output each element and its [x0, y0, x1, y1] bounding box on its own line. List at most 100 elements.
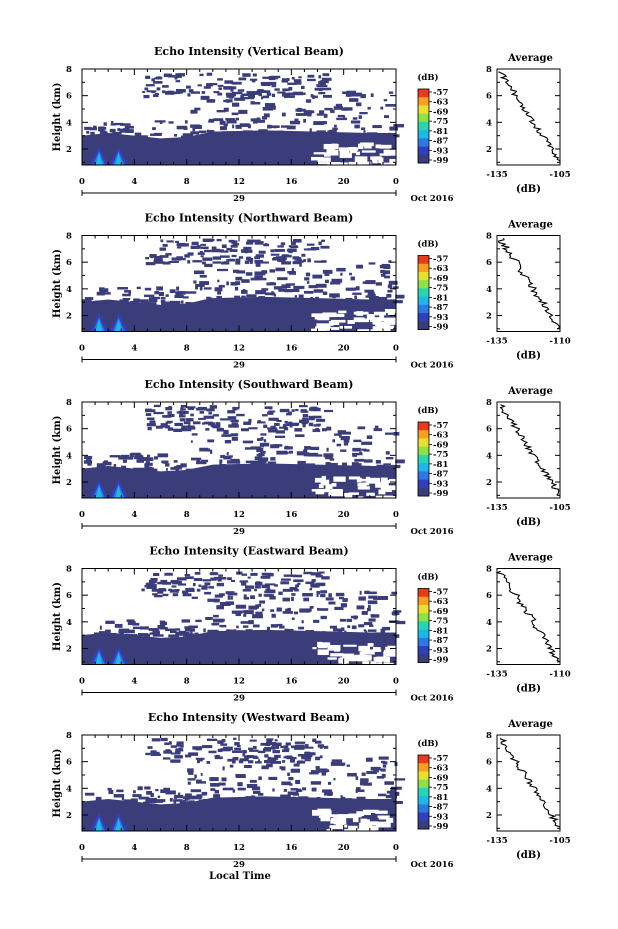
- echo-cell: [290, 759, 296, 763]
- echo-cell: [295, 113, 307, 116]
- echo-cell: [352, 453, 358, 457]
- colorbar-tick-label: -93: [433, 146, 448, 156]
- echo-cell: [221, 131, 229, 135]
- echo-cell: [181, 300, 184, 304]
- echo-cell-upper: [214, 756, 223, 760]
- echo-cell-upper: [211, 246, 217, 250]
- echo-cell: [195, 619, 202, 623]
- echo-cell: [388, 91, 394, 94]
- echo-cell: [235, 612, 241, 617]
- echo-cell: [134, 454, 143, 457]
- echo-cell-upper: [268, 81, 277, 86]
- echo-cell: [217, 268, 229, 272]
- y-tick-label: 6: [66, 758, 72, 768]
- echo-cell-upper: [172, 593, 179, 597]
- echo-cell-upper: [264, 406, 273, 409]
- echo-cell-upper: [208, 750, 217, 754]
- echo-cell-upper: [155, 261, 166, 264]
- echo-cell-upper: [217, 748, 223, 753]
- echo-gap: [375, 495, 387, 499]
- echo-cell-upper: [170, 759, 181, 763]
- colorbar-tick-label: -87: [433, 470, 448, 480]
- echo-cell-upper: [281, 79, 289, 83]
- profile-title: Average: [507, 220, 553, 231]
- echo-cell: [216, 295, 222, 299]
- echo-cell-upper: [235, 261, 241, 265]
- echo-cell: [196, 461, 207, 465]
- echo-cell: [148, 628, 159, 631]
- echo-cell: [380, 768, 386, 772]
- echo-cell: [324, 799, 330, 802]
- echo-cell-upper: [258, 93, 263, 97]
- echo-cell: [115, 135, 125, 138]
- echo-cell-upper: [270, 760, 282, 764]
- echo-cell: [230, 458, 240, 462]
- echo-cell: [310, 770, 321, 773]
- profile-x-tick-label: -135: [486, 670, 507, 680]
- echo-cell: [281, 634, 287, 639]
- echo-cell: [304, 277, 310, 281]
- echo-cell: [315, 427, 320, 432]
- echo-cell: [171, 467, 182, 470]
- echo-cell: [198, 799, 203, 804]
- echo-cell: [281, 284, 291, 289]
- echo-cell: [273, 286, 283, 290]
- echo-gap: [338, 817, 346, 823]
- echo-cell-upper: [145, 413, 152, 417]
- echo-cell-upper: [248, 418, 252, 423]
- profile-x-tick-label: -110: [549, 337, 570, 347]
- echo-cell: [242, 288, 246, 293]
- echo-cell: [337, 631, 341, 636]
- echo-cell-upper: [187, 407, 195, 411]
- echo-cell-upper: [181, 425, 187, 429]
- echo-cell-upper: [267, 427, 278, 430]
- echo-cell-upper: [247, 239, 255, 243]
- echo-cell-upper: [198, 584, 202, 587]
- colorbar-label: (dB): [417, 239, 438, 250]
- echo-cell: [168, 121, 174, 124]
- echo-cell-upper: [174, 76, 178, 80]
- colorbar-swatch: [418, 596, 429, 606]
- echo-cell-upper: [197, 84, 202, 87]
- echo-cell: [90, 131, 95, 136]
- echo-gap: [356, 329, 371, 336]
- echo-cell: [383, 99, 388, 102]
- echo-cell-upper: [201, 586, 208, 590]
- echo-cell: [220, 132, 228, 137]
- echo-cell: [213, 794, 221, 798]
- echo-cell-upper: [282, 424, 287, 428]
- echo-cell: [251, 786, 261, 791]
- echo-cell: [355, 468, 363, 473]
- echo-cell-upper: [162, 261, 171, 265]
- echo-gap: [339, 325, 353, 329]
- echo-cell: [298, 626, 304, 630]
- echo-cell: [358, 624, 365, 628]
- echo-cell-upper: [304, 754, 313, 757]
- echo-cell: [193, 468, 201, 472]
- echo-cell: [211, 622, 220, 626]
- echo-gap: [326, 146, 334, 153]
- echo-cell-upper: [185, 425, 195, 428]
- echo-cell-upper: [208, 738, 218, 742]
- echo-cell: [232, 91, 243, 95]
- echo-cell-upper: [265, 588, 271, 591]
- profile-x-tick-label: -105: [549, 170, 570, 180]
- echo-gap: [317, 157, 331, 162]
- echo-cell: [113, 632, 117, 637]
- echo-cell-upper: [174, 755, 183, 759]
- echo-cell: [302, 298, 313, 302]
- x-tick-label: 4: [131, 843, 137, 853]
- echo-cell: [335, 103, 343, 108]
- echo-cell: [346, 618, 353, 622]
- echo-cell: [229, 634, 240, 638]
- echo-gap: [323, 154, 331, 157]
- y-axis-label: Height (km): [52, 582, 63, 651]
- echo-cell-upper: [179, 418, 186, 422]
- echo-cell-upper: [153, 404, 161, 408]
- echo-cell: [277, 798, 285, 802]
- echo-cell: [235, 124, 242, 129]
- echo-cell-upper: [180, 407, 184, 411]
- echo-cell: [206, 99, 216, 103]
- echo-cell-upper: [152, 751, 160, 755]
- echo-cell: [281, 766, 286, 771]
